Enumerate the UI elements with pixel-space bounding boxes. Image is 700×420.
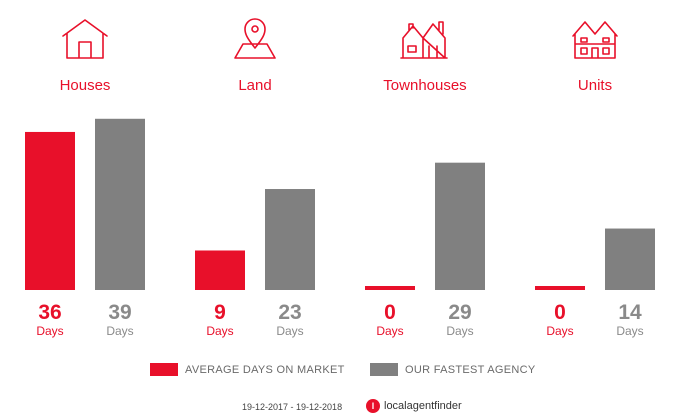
category-label-units: Units bbox=[578, 77, 612, 94]
brand-logo: l localagentfinder bbox=[366, 399, 462, 413]
days-label-fastest-townhouses: Days bbox=[446, 324, 473, 338]
legend-label-average: AVERAGE DAYS ON MARKET bbox=[185, 363, 345, 376]
legend-swatch-average bbox=[150, 363, 178, 376]
bar-average-houses bbox=[25, 131, 75, 290]
days-label-fastest-houses: Days bbox=[106, 324, 133, 338]
value-fastest-townhouses: 29 bbox=[448, 301, 471, 324]
category-label-townhouses: Townhouses bbox=[383, 77, 466, 94]
value-average-units: 0 bbox=[554, 301, 566, 324]
bar-average-land bbox=[195, 250, 245, 290]
legend-item-average: AVERAGE DAYS ON MARKET bbox=[150, 363, 345, 376]
bar-average-townhouses bbox=[365, 286, 415, 290]
date-range: 19-12-2017 - 19-12-2018 bbox=[242, 402, 343, 412]
footer: 19-12-2017 - 19-12-2018 l localagentfind… bbox=[0, 399, 700, 417]
days-label-average-units: Days bbox=[546, 324, 573, 338]
value-fastest-land: 23 bbox=[278, 301, 301, 324]
units-icon bbox=[572, 21, 618, 59]
days-label-average-land: Days bbox=[206, 324, 233, 338]
brand-text: localagentfinder bbox=[384, 400, 462, 412]
value-average-townhouses: 0 bbox=[384, 301, 396, 324]
category-label-houses: Houses bbox=[60, 77, 111, 94]
days-label-average-townhouses: Days bbox=[376, 324, 403, 338]
value-fastest-houses: 39 bbox=[108, 301, 131, 324]
days-label-average-houses: Days bbox=[36, 324, 63, 338]
value-average-land: 9 bbox=[214, 301, 226, 324]
legend-swatch-fastest bbox=[370, 363, 398, 376]
legend-item-fastest: OUR FASTEST AGENCY bbox=[370, 363, 536, 376]
legend-label-fastest: OUR FASTEST AGENCY bbox=[405, 363, 536, 376]
land-pin-icon bbox=[234, 18, 276, 59]
bar-fastest-townhouses bbox=[435, 162, 485, 290]
days-label-fastest-land: Days bbox=[276, 324, 303, 338]
brand-mark-icon: l bbox=[366, 399, 380, 413]
bar-average-units bbox=[535, 286, 585, 290]
value-fastest-units: 14 bbox=[618, 301, 642, 324]
bar-fastest-units bbox=[605, 228, 655, 290]
value-average-houses: 36 bbox=[38, 301, 61, 324]
townhouses-icon bbox=[400, 21, 448, 59]
bar-chart: Houses36Days39DaysLand9Days23DaysTownhou… bbox=[25, 18, 655, 338]
bar-fastest-houses bbox=[95, 118, 145, 290]
category-label-land: Land bbox=[238, 77, 271, 94]
house-icon bbox=[62, 19, 108, 59]
bar-fastest-land bbox=[265, 189, 315, 290]
days-label-fastest-units: Days bbox=[616, 324, 643, 338]
legend: AVERAGE DAYS ON MARKET OUR FASTEST AGENC… bbox=[0, 363, 700, 379]
